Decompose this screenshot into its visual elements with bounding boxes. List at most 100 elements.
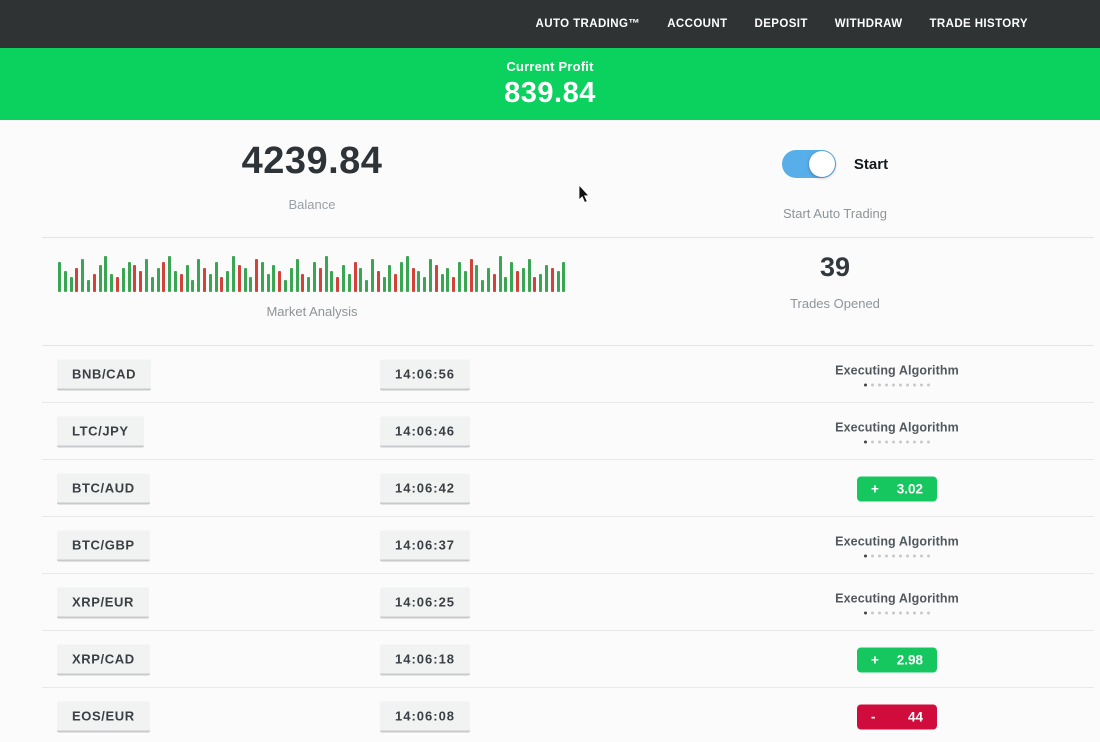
candle-up — [405, 256, 409, 292]
toggle-knob-icon — [808, 151, 835, 177]
trade-status: +2.98 — [782, 647, 1012, 672]
progress-dot — [864, 383, 867, 386]
progress-dot — [885, 440, 888, 443]
progress-dot — [885, 611, 888, 614]
pair-chip: XRP/EUR — [57, 587, 149, 618]
progress-dot — [892, 554, 895, 557]
progress-dots — [782, 440, 1012, 443]
candle-up — [144, 259, 148, 292]
executing-label: Executing Algorithm — [835, 591, 959, 605]
nav-item-withdraw[interactable]: WITHDRAW — [834, 18, 903, 30]
row-separator — [42, 516, 1094, 517]
badge-sign: + — [871, 481, 879, 496]
candle-up — [307, 277, 311, 292]
trades-opened-value: 39 — [819, 252, 851, 282]
trades-opened-block: 39 Trades Opened — [590, 252, 1080, 311]
profit-banner: Current Profit 839.84 — [0, 48, 1100, 120]
candle-up — [400, 262, 404, 292]
candle-down — [255, 259, 259, 292]
pair-chip: EOS/EUR — [57, 701, 150, 732]
candle-up — [486, 268, 490, 292]
candle-up — [365, 280, 369, 292]
badge-sign: - — [871, 709, 876, 724]
progress-dot — [878, 611, 881, 614]
progress-dot — [920, 440, 923, 443]
candle-up — [150, 277, 154, 292]
trade-row: BNB/CAD 14:06:56 Executing Algorithm — [0, 346, 1100, 403]
time-chip: 14:06:08 — [380, 701, 471, 732]
pair-chip: BTC/GBP — [57, 530, 150, 561]
progress-dot — [899, 611, 902, 614]
auto-trading-toggle[interactable] — [781, 150, 836, 178]
candle-up — [295, 259, 299, 292]
nav-item-trade-history[interactable]: TRADE HISTORY — [929, 18, 1028, 30]
progress-dot — [899, 440, 902, 443]
market-analysis-block: Market Analysis — [42, 254, 582, 319]
progress-dot — [892, 383, 895, 386]
profit-badge: +3.02 — [857, 476, 937, 501]
candle-down — [336, 277, 340, 292]
candle-down — [318, 268, 322, 292]
badge-value: 3.02 — [896, 481, 923, 496]
candle-up — [226, 271, 230, 292]
progress-dot — [927, 611, 930, 614]
candle-up — [371, 259, 375, 292]
time-chip: 14:06:25 — [380, 587, 471, 618]
candle-up — [121, 268, 125, 292]
candle-up — [104, 256, 108, 292]
executing-label: Executing Algorithm — [835, 534, 959, 548]
candle-up — [521, 268, 525, 292]
nav-item-account[interactable]: ACCOUNT — [667, 18, 728, 30]
nav-item-auto-trading[interactable]: AUTO TRADING™ — [535, 18, 641, 30]
executing-label: Executing Algorithm — [835, 363, 959, 377]
progress-dot — [920, 611, 923, 614]
candle-up — [457, 262, 461, 292]
progress-dot — [892, 440, 895, 443]
candle-down — [434, 265, 438, 292]
trades-table: BNB/CAD 14:06:56 Executing Algorithm LTC… — [0, 346, 1100, 742]
progress-dot — [864, 440, 867, 443]
candle-up — [197, 259, 201, 292]
candle-down — [452, 277, 456, 292]
balance-value: 4239.84 — [241, 140, 383, 182]
candle-up — [504, 277, 508, 292]
progress-dot — [878, 383, 881, 386]
candle-up — [185, 265, 189, 292]
divider — [42, 345, 1094, 346]
candle-down — [469, 259, 473, 292]
progress-dot — [927, 440, 930, 443]
candle-up — [289, 268, 293, 292]
trade-row: BTC/GBP 14:06:37 Executing Algorithm — [0, 517, 1100, 574]
time-chip: 14:06:56 — [380, 359, 471, 390]
trade-row: LTC/JPY 14:06:46 Executing Algorithm — [0, 403, 1100, 460]
candle-down — [550, 268, 554, 292]
candle-up — [539, 274, 543, 292]
stats-row-balance: 4239.84 Balance Start Start Auto Trading — [0, 120, 1100, 237]
progress-dot — [871, 554, 874, 557]
candle-down — [515, 271, 519, 292]
progress-dot — [878, 554, 881, 557]
profit-label: Current Profit — [506, 59, 594, 74]
candle-up — [284, 280, 288, 292]
trade-row: XRP/EUR 14:06:25 Executing Algorithm — [0, 574, 1100, 631]
nav-item-deposit[interactable]: DEPOSIT — [754, 18, 808, 30]
candle-down — [301, 274, 305, 292]
balance-label: Balance — [288, 197, 336, 212]
candle-down — [179, 274, 183, 292]
progress-dot — [913, 383, 916, 386]
candle-up — [440, 274, 444, 292]
trades-opened-label: Trades Opened — [790, 296, 880, 311]
stats-row-market: Market Analysis 39 Trades Opened — [0, 238, 1100, 345]
progress-dot — [920, 554, 923, 557]
divider — [42, 237, 1094, 238]
candle-up — [417, 271, 421, 292]
candle-up — [347, 274, 351, 292]
candle-up — [127, 262, 131, 292]
market-analysis-chart — [58, 254, 566, 292]
trade-row: EOS/EUR 14:06:08 - 44 — [0, 688, 1100, 742]
loss-badge: - 44 — [857, 704, 937, 729]
progress-dot — [913, 554, 916, 557]
market-analysis-label: Market Analysis — [266, 304, 358, 319]
toggle-label: Start — [853, 155, 889, 173]
candle-down — [278, 271, 282, 292]
